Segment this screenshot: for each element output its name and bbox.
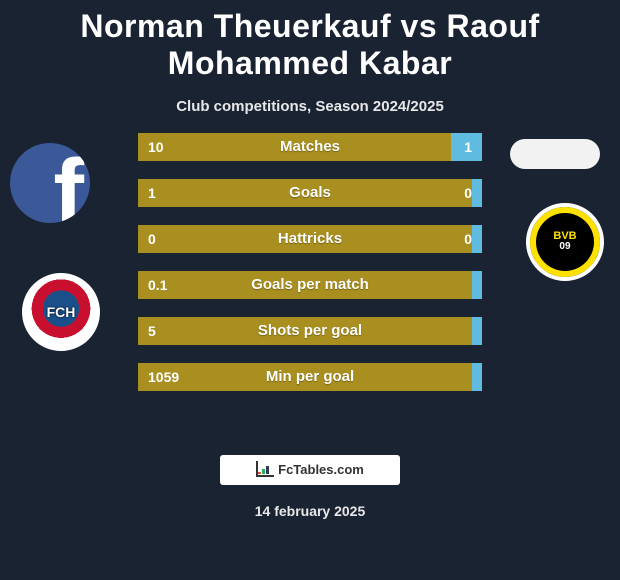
stat-row: 00Hattricks [138,225,482,253]
comparison-date: 14 february 2025 [0,503,620,519]
player-left-club-text: FCH [47,304,76,320]
player-left-club-badge: FCH [22,273,100,351]
stat-bars: 101Matches 10Goals 00Hattricks 0.1Goals per… [138,133,482,409]
stat-right-value [472,271,482,299]
stat-left-value: 0.1 [138,271,472,299]
brand-badge[interactable]: FcTables.com [220,455,400,485]
stat-row: 5Shots per goal [138,317,482,345]
player-right-avatar [510,139,600,169]
stat-right-value: 0 [472,179,482,207]
stat-right-value [472,317,482,345]
player-left-avatar [10,143,90,223]
stat-left-value: 10 [138,133,451,161]
stat-row: 1059Min per goal [138,363,482,391]
player-right-club-badge: BVB 09 [526,203,604,281]
brand-text: FcTables.com [278,462,364,477]
stat-row: 0.1Goals per match [138,271,482,299]
comparison-subtitle: Club competitions, Season 2024/2025 [0,98,620,115]
stat-left-value: 0 [138,225,472,253]
club-right-year: 09 [553,242,576,252]
stat-row: 10Goals [138,179,482,207]
stat-left-value: 1059 [138,363,472,391]
stat-right-value [472,363,482,391]
stat-row: 101Matches [138,133,482,161]
comparison-stage: FCH BVB 09 101Matches10Goals00Hattricks0… [0,133,620,433]
chart-icon [256,463,272,477]
stat-right-value: 1 [451,133,482,161]
stat-right-value: 0 [472,225,482,253]
stat-left-value: 5 [138,317,472,345]
comparison-title: Norman Theuerkauf vs Raouf Mohammed Kaba… [0,0,620,86]
player-right-club-text: BVB 09 [553,231,576,252]
stat-left-value: 1 [138,179,472,207]
